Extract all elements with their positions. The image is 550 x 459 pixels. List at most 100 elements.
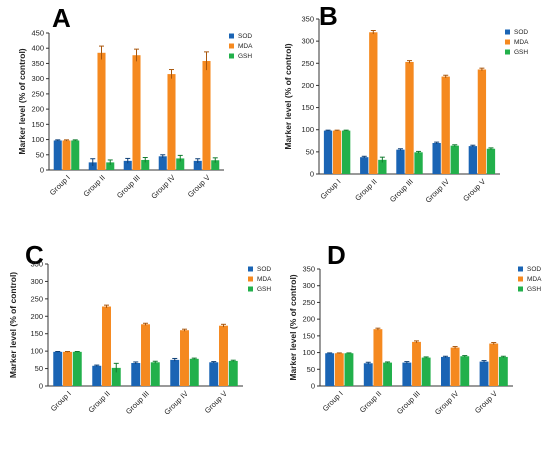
bar-sod [53, 140, 62, 170]
bar-gsh [414, 152, 423, 174]
legend-swatch [248, 286, 253, 292]
legend-swatch [505, 29, 510, 35]
x-tick-label: Group I [318, 177, 342, 201]
bar-sod [479, 361, 489, 386]
bar-gsh [498, 356, 508, 386]
bar-gsh [150, 362, 160, 386]
bar-mda [219, 325, 228, 386]
y-axis-label: Marker level (% of control) [288, 274, 298, 380]
x-tick-label: Group II [81, 173, 107, 199]
bar-sod [432, 143, 441, 174]
panel-letter: A [52, 3, 71, 33]
bar-mda [102, 306, 111, 386]
bar-mda [441, 76, 450, 174]
bar-gsh [486, 148, 496, 174]
bar-gsh [111, 367, 121, 386]
y-tick-label: 300 [302, 281, 315, 290]
y-tick-label: 300 [301, 37, 314, 46]
y-tick-label: 200 [301, 81, 314, 90]
bar-gsh [72, 351, 82, 386]
bar-mda [477, 69, 487, 174]
bar-mda [489, 343, 499, 386]
x-tick-label: Group II [86, 389, 112, 415]
bar-mda [97, 52, 106, 170]
bar-gsh [71, 140, 80, 170]
y-tick-label: 0 [39, 382, 43, 391]
y-tick-label: 50 [306, 147, 314, 156]
panel-d: D 0 50 100 150 200 250 300 350 Marker level (% of… [288, 240, 542, 417]
bar-mda [167, 74, 176, 170]
panel-letter: D [327, 240, 346, 270]
y-tick-label: 0 [310, 170, 314, 179]
y-tick-label: 350 [302, 265, 315, 274]
bar-mda [332, 130, 342, 174]
y-tick-label: 350 [30, 260, 43, 269]
y-tick-label: 250 [302, 298, 315, 307]
legend-swatch [229, 53, 234, 59]
y-tick-label: 100 [31, 135, 44, 144]
y-tick-label: 200 [30, 312, 43, 321]
bar-sod [363, 363, 373, 386]
bar-mda [62, 140, 71, 170]
legend-swatch [518, 266, 523, 272]
bar-mda [180, 330, 189, 386]
y-tick-label: 350 [301, 15, 314, 24]
x-tick-label: Group IV [149, 173, 177, 201]
bar-mda [334, 353, 344, 386]
bar-sod [53, 351, 63, 386]
bar-sod [468, 146, 478, 174]
y-tick-label: 50 [307, 365, 315, 374]
legend-label: MDA [238, 43, 253, 50]
legend-label: SOD [527, 266, 541, 273]
bar-sod [441, 356, 450, 386]
y-tick-label: 150 [301, 103, 314, 112]
bar-sod [193, 160, 202, 170]
bar-gsh [460, 356, 470, 386]
legend-swatch [518, 276, 523, 282]
y-tick-label: 300 [30, 277, 43, 286]
bar-mda [412, 341, 421, 386]
bar-gsh [141, 159, 150, 170]
bar-sod [323, 130, 333, 174]
bar-sod [123, 160, 132, 170]
legend-swatch [229, 43, 234, 49]
panel-letter: B [319, 1, 338, 31]
x-tick-label: Group I [48, 173, 72, 197]
x-tick-label: Group II [358, 389, 384, 415]
bar-gsh [421, 357, 431, 386]
legend-swatch [505, 49, 510, 55]
x-tick-label: Group V [186, 173, 212, 199]
bar-gsh [341, 130, 351, 174]
legend-label: GSH [257, 286, 271, 293]
y-tick-label: 150 [31, 120, 44, 129]
bar-gsh [189, 358, 199, 386]
bar-mda [63, 351, 72, 386]
y-tick-label: 250 [301, 59, 314, 68]
bar-sod [131, 362, 141, 386]
y-tick-label: 200 [31, 105, 44, 114]
bar-gsh [106, 162, 115, 170]
y-tick-label: 350 [31, 59, 44, 68]
x-tick-label: Group III [395, 389, 422, 416]
y-tick-label: 100 [30, 347, 43, 356]
bar-sod [88, 162, 97, 170]
panel-a: A 0 50 100 150 200 250 300 350 400 450 Marker level… [17, 3, 253, 201]
bar-sod [325, 353, 335, 386]
y-tick-label: 150 [30, 329, 43, 338]
y-tick-label: 450 [31, 29, 44, 38]
y-axis-label: Marker level (% of control) [17, 48, 27, 154]
bar-sod [396, 149, 405, 174]
bar-mda [141, 324, 150, 386]
bar-mda [369, 32, 378, 175]
y-tick-label: 100 [302, 348, 315, 357]
x-tick-label: Group III [124, 389, 151, 416]
bar-gsh [383, 362, 392, 386]
x-tick-label: Group I [321, 389, 345, 413]
bar-sod [158, 156, 167, 170]
legend-label: GSH [527, 286, 541, 293]
legend-swatch [505, 39, 510, 45]
bar-gsh [228, 360, 238, 386]
x-tick-label: Group III [388, 177, 415, 204]
panel-letter: C [25, 240, 44, 270]
